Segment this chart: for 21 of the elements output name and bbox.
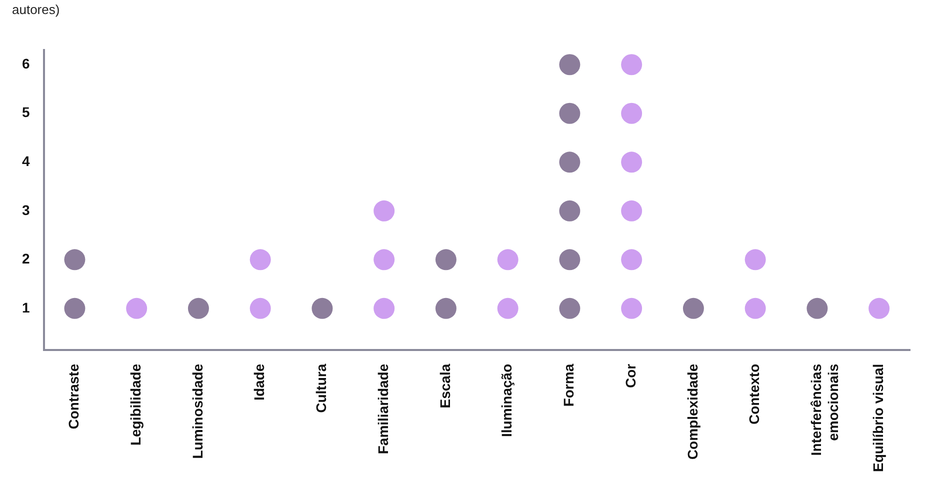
x-tick-label: Cultura	[313, 364, 330, 413]
x-tick-label: Cor	[622, 363, 638, 388]
y-tick-label: 2	[22, 250, 30, 267]
x-tick-label: Legibilidade	[127, 364, 144, 446]
x-tick-label: Iluminação	[498, 364, 515, 438]
x-tick-label: Complexidade	[684, 364, 700, 460]
x-tick-label: Interferências emocionais	[808, 364, 841, 456]
x-tick-label: Escala	[436, 364, 453, 408]
y-tick-label: 6	[22, 55, 30, 72]
x-tick-label: Equilíbrio visual	[870, 364, 886, 472]
x-tick-label: Idade	[251, 364, 268, 400]
x-tick-label: Contraste	[66, 364, 82, 430]
y-tick-label: 4	[22, 153, 30, 170]
x-tick-label: Contexto	[746, 364, 762, 425]
x-tick-label: Forma	[560, 364, 577, 407]
y-tick-label: 3	[22, 202, 30, 218]
x-tick-label: Luminosidade	[189, 364, 206, 459]
y-tick-label: 5	[22, 104, 30, 120]
y-tick-label: 1	[22, 299, 30, 316]
chart-title: autores)	[12, 2, 60, 17]
x-tick-label: Familiaridade	[374, 364, 391, 454]
